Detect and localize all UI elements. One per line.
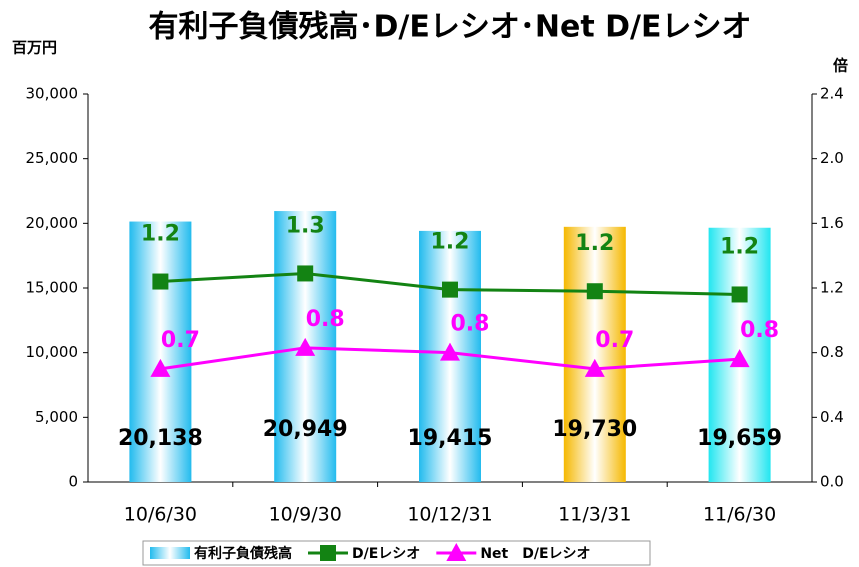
y-tick-label: 5,000 [35,408,78,426]
line-value-label: 0.8 [306,307,345,332]
legend-marker [320,545,336,561]
y2-tick-label: 1.2 [820,279,844,297]
y-tick-label: 10,000 [26,343,79,361]
line-marker [152,273,169,290]
line-value-label: 1.3 [286,213,325,238]
legend-swatch [150,547,190,559]
y-tick-label: 25,000 [26,149,79,167]
line-value-label: 1.2 [141,222,180,247]
line-value-label: 0.7 [595,328,634,353]
bar [563,226,626,482]
line-value-label: 0.8 [740,318,779,343]
line-marker [297,265,314,282]
bar [129,221,192,483]
x-tick-label: 10/9/30 [269,504,342,526]
line-value-label: 1.2 [431,230,470,255]
y2-tick-label: 2.0 [820,149,844,167]
chart-title: 有利子負債残高･D/Eレシオ･Net D/Eレシオ [149,10,752,45]
y2-tick-label: 0.0 [820,473,844,491]
line-value-label: 0.7 [161,328,200,353]
line-value-label: 0.8 [451,312,490,337]
y2-tick-label: 0.4 [820,408,844,426]
bar-value-label: 20,138 [118,426,203,451]
y2-tick-label: 1.6 [820,214,844,232]
line-marker [440,342,460,361]
bar-value-label: 20,949 [263,417,348,442]
y-tick-label: 0 [68,473,78,491]
y2-tick-label: 2.4 [820,85,844,103]
bar-value-label: 19,415 [408,426,493,451]
line-marker [150,358,171,377]
x-tick-label: 10/12/31 [407,504,492,526]
y-tick-label: 30,000 [26,85,79,103]
legend-label: Net D/Eレシオ [480,546,590,562]
line-marker [731,286,748,303]
x-tick-label: 10/6/30 [124,504,197,526]
x-tick-label: 11/3/31 [558,504,631,526]
line-marker [584,358,605,377]
line-marker [729,349,750,368]
legend-label: 有利子負債残高 [194,545,292,562]
y-tick-label: 15,000 [26,279,79,297]
line-value-label: 1.2 [720,234,759,259]
line-marker [442,281,458,298]
y-tick-label: 20,000 [26,214,79,232]
line-marker [295,337,316,356]
bar-value-label: 19,659 [697,426,782,451]
x-tick-label: 11/6/30 [703,504,776,526]
line-marker [586,283,603,300]
line-value-label: 1.2 [575,231,614,256]
legend-box [142,540,651,566]
legend-label: D/Eレシオ [352,546,420,562]
y2-tick-label: 0.8 [820,343,844,361]
legend-marker [446,543,467,561]
y-unit: 百万円 [12,39,57,57]
y2-unit: 倍 [833,57,848,75]
bar-value-label: 19,730 [552,417,637,442]
